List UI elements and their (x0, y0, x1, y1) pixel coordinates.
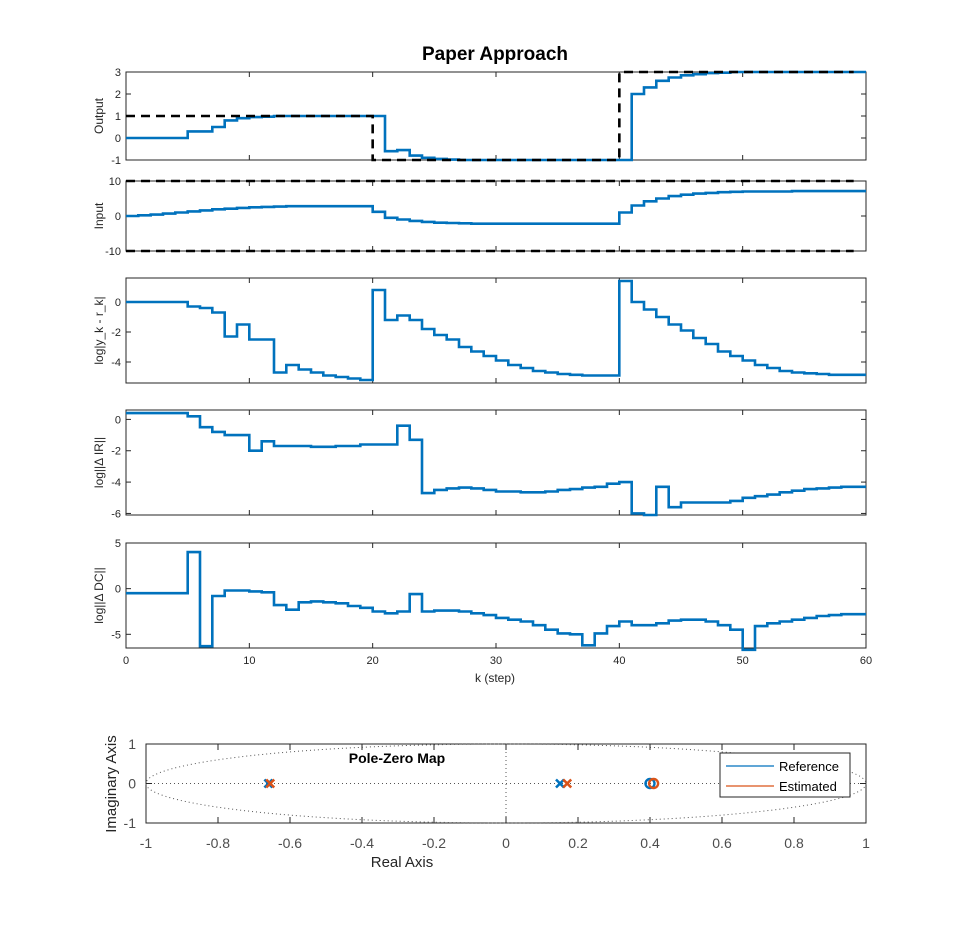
pole-stroke (562, 778, 573, 789)
y-tick-label: -4 (111, 357, 121, 369)
pz-x-tick-label: 0.6 (712, 835, 732, 851)
pz-y-axis-label: Imaginary Axis (103, 735, 120, 833)
x-axis-label: k (step) (475, 671, 515, 685)
pz-x-tick-label: -0.4 (350, 835, 374, 851)
pz-y-tick-label: 0 (128, 776, 136, 792)
stairs-series-line (126, 411, 866, 517)
stairs-series-line (126, 550, 866, 652)
pz-x-tick-label: 0.4 (640, 835, 660, 851)
zero-marker (647, 777, 660, 790)
pole-stroke (555, 778, 565, 789)
y-tick-label: -6 (111, 508, 121, 520)
stairs-series-line (126, 189, 866, 225)
y-axis-label: log||Δ IR|| (92, 437, 106, 488)
x-tick-label: 60 (860, 655, 872, 667)
y-tick-label: -5 (111, 629, 121, 641)
y-tick-label: -2 (111, 446, 121, 458)
subplot-log-tracking-error: -4 -2 0 log|y_k - r_k| (92, 277, 867, 384)
pole-stroke (265, 778, 276, 789)
y-tick-label: 0 (115, 133, 121, 145)
y-tick-label: -2 (111, 327, 121, 339)
pole-marker (265, 778, 276, 789)
y-axis-label: log|y_k - r_k| (92, 296, 106, 364)
pz-x-tick-label: 0.2 (568, 835, 588, 851)
y-tick-label: 0 (115, 584, 121, 596)
axes-box (125, 409, 867, 516)
y-tick-label: 3 (115, 67, 121, 79)
y-tick-label: -4 (111, 477, 121, 489)
y-tick-label: -1 (111, 155, 121, 167)
x-tick-label: 30 (490, 655, 502, 667)
y-tick-label: 0 (115, 297, 121, 309)
x-tick-label: 50 (737, 655, 749, 667)
pz-x-tick-label: -0.8 (206, 835, 230, 851)
x-tick-label: 0 (123, 655, 129, 667)
zero-marker (644, 777, 656, 790)
pz-x-tick-label: -0.2 (422, 835, 446, 851)
y-axis-label: Input (92, 202, 106, 229)
y-tick-label: 5 (115, 538, 121, 550)
legend-box (719, 752, 851, 798)
pz-x-tick-label: -1 (140, 835, 153, 851)
legend-label: Estimated (779, 779, 837, 794)
subplot-log-delta-ir: -6 -4 -2 0 log||Δ IR|| (92, 409, 867, 520)
subplot-output: -1 0 1 2 3 Output (92, 67, 867, 167)
pz-x-tick-label: 0 (502, 835, 510, 851)
stairs-series-line (126, 279, 866, 382)
pole-zero-plot: -1 -0.8 -0.6 -0.4 -0.2 0 0.2 0.4 0.6 0.8 1 -1 0 1 Pole… (103, 735, 870, 871)
pz-y-tick-label: -1 (124, 815, 137, 831)
pz-title: Pole-Zero Map (349, 750, 445, 766)
pz-x-tick-label: 1 (862, 835, 870, 851)
x-tick-label: 40 (613, 655, 625, 667)
y-tick-label: -10 (105, 246, 121, 258)
reference-dashed-line (126, 70, 854, 162)
pz-x-axis-label: Real Axis (371, 854, 434, 871)
y-tick-label: 0 (115, 211, 121, 223)
figure-title: Paper Approach (422, 44, 568, 65)
pz-y-tick-label: 1 (128, 736, 136, 752)
x-tick-label: 20 (367, 655, 379, 667)
subplot-input: -10 0 10 Input (92, 176, 867, 258)
pz-legend: Reference Estimated (719, 752, 851, 798)
y-tick-label: 0 (115, 414, 121, 426)
y-tick-label: 2 (115, 89, 121, 101)
pz-x-tick-label: 0.8 (784, 835, 804, 851)
y-tick-label: 1 (115, 111, 121, 123)
y-axis-label: log||Δ DC|| (92, 567, 106, 624)
pole-marker (562, 778, 573, 789)
y-tick-label: 10 (109, 176, 121, 188)
y-axis-label: Output (92, 97, 106, 134)
pz-x-tick-label: -0.6 (278, 835, 302, 851)
x-tick-label: 10 (243, 655, 255, 667)
legend-label: Reference (779, 759, 839, 774)
pole-marker (555, 778, 565, 789)
